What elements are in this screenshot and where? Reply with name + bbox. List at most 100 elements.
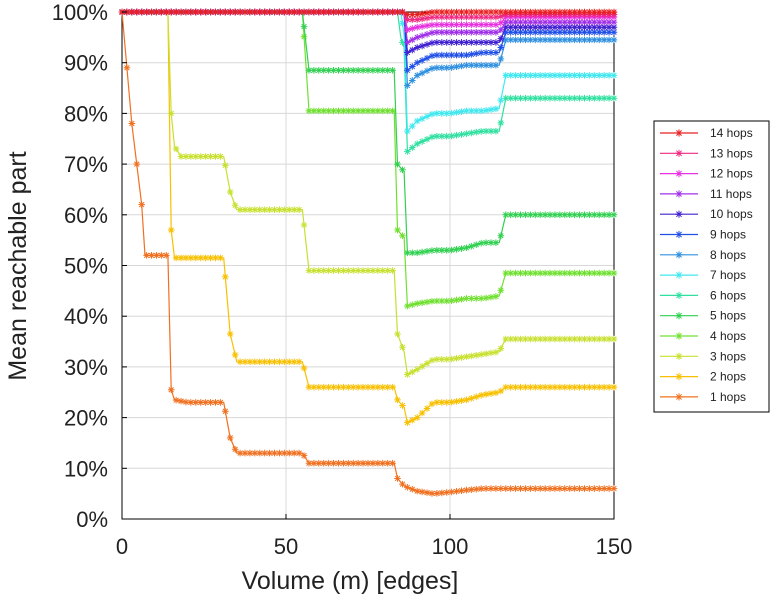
data-point — [349, 67, 357, 74]
x-tick-label: 0 — [116, 534, 128, 559]
data-point — [561, 335, 569, 343]
data-point — [226, 434, 234, 442]
data-point — [522, 18, 529, 26]
data-point — [492, 21, 500, 28]
data-point — [266, 449, 273, 457]
data-point — [497, 8, 505, 16]
data-point — [153, 252, 160, 259]
data-point — [492, 13, 500, 21]
data-point — [600, 94, 608, 102]
data-point — [477, 239, 485, 247]
data-point — [468, 39, 475, 46]
data-point — [507, 8, 514, 16]
data-point — [438, 21, 446, 28]
data-point — [315, 267, 323, 274]
data-point — [453, 51, 460, 59]
data-point — [551, 23, 559, 31]
data-point — [404, 371, 411, 378]
data-point — [433, 110, 441, 117]
data-point — [330, 267, 337, 274]
data-point — [561, 36, 569, 44]
data-point — [408, 368, 416, 376]
data-point — [448, 488, 455, 496]
data-point — [477, 351, 485, 358]
data-point — [463, 51, 470, 59]
data-point — [556, 485, 564, 492]
data-point — [541, 18, 549, 26]
data-point — [448, 28, 455, 36]
data-point — [448, 109, 455, 117]
data-point — [586, 28, 593, 36]
data-point — [497, 485, 505, 492]
data-point — [522, 383, 529, 391]
data-point — [517, 23, 524, 31]
data-point — [290, 449, 298, 457]
data-point — [345, 67, 352, 74]
data-point — [423, 405, 431, 412]
data-point — [443, 21, 451, 28]
data-point — [369, 459, 377, 467]
data-point — [536, 8, 544, 16]
data-point — [600, 8, 608, 16]
data-point — [487, 39, 495, 46]
data-point — [226, 330, 234, 338]
data-point — [251, 206, 259, 214]
data-point — [399, 402, 406, 409]
y-axis-label: Mean reachable part — [4, 151, 32, 380]
data-point — [453, 28, 460, 36]
data-point — [522, 94, 529, 102]
data-point — [463, 39, 470, 46]
data-point — [472, 21, 480, 28]
data-point — [453, 21, 460, 28]
data-point — [591, 335, 598, 343]
data-point — [541, 28, 549, 36]
data-point — [241, 8, 249, 16]
data-point — [610, 335, 618, 343]
data-point — [236, 358, 244, 366]
data-point — [251, 8, 259, 16]
data-point — [522, 23, 529, 31]
data-point — [443, 489, 451, 496]
series-line — [121, 11, 614, 495]
data-point — [477, 61, 485, 69]
data-point — [463, 244, 470, 252]
data-point — [595, 8, 603, 16]
legend-item: 1 hops — [660, 390, 746, 404]
data-point — [408, 301, 416, 309]
data-point — [507, 335, 514, 343]
data-point — [428, 29, 436, 37]
data-point — [399, 39, 406, 46]
data-point — [497, 44, 505, 51]
data-point — [300, 33, 308, 41]
data-point — [384, 383, 391, 391]
data-point — [546, 23, 554, 31]
data-point — [123, 64, 131, 72]
data-point — [128, 8, 136, 16]
data-point — [433, 39, 441, 46]
data-point — [556, 18, 564, 26]
data-point — [522, 485, 529, 492]
data-point — [399, 480, 406, 488]
data-point — [408, 77, 416, 84]
data-point — [433, 399, 441, 406]
data-point — [551, 94, 559, 102]
data-point — [605, 269, 613, 277]
legend-item: 5 hops — [660, 309, 746, 323]
data-point — [595, 335, 603, 343]
data-point — [502, 72, 510, 79]
data-point — [438, 399, 446, 406]
data-point — [502, 383, 510, 391]
data-point — [384, 67, 391, 74]
data-point — [310, 267, 318, 274]
data-point — [502, 18, 510, 26]
data-point — [527, 18, 534, 26]
data-point — [458, 487, 465, 495]
data-point — [561, 269, 569, 277]
data-point — [551, 8, 559, 16]
data-point — [591, 383, 598, 391]
data-point — [261, 449, 268, 457]
data-point — [433, 13, 441, 21]
data-point — [458, 245, 465, 252]
data-point — [502, 94, 510, 102]
legend-item: 2 hops — [660, 370, 746, 384]
